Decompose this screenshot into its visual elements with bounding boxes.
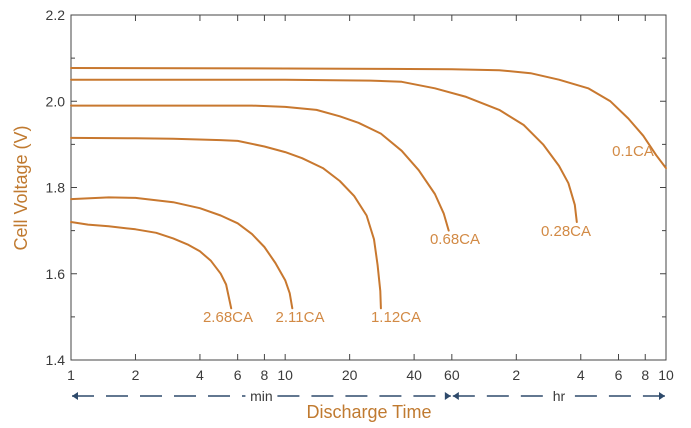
x-tick-label: 4 [196, 367, 204, 383]
x-tick-label: 40 [406, 367, 422, 383]
y-tick-label: 1.8 [46, 180, 66, 196]
arrow-head [444, 392, 451, 400]
series-line-2.11CA [70, 196, 294, 310]
x-tick-label: 2 [512, 367, 520, 383]
x-tick-label: 6 [234, 367, 242, 383]
x-tick-label: 6 [615, 367, 623, 383]
ticks [70, 14, 667, 361]
time-unit-bars: min hr [72, 388, 665, 404]
arrow-head [659, 392, 665, 400]
series-line-0.28CA [70, 78, 578, 223]
series-lines [70, 67, 667, 310]
x-tick-label: 4 [577, 367, 585, 383]
series-line-2.68CA [70, 221, 233, 310]
x-tick-labels: 1 2 4 6 8 10 20 40 60 2 4 6 8 10 [67, 367, 674, 383]
x-tick-label: 10 [277, 367, 293, 383]
y-axis-title: Cell Voltage (V) [11, 125, 31, 250]
unit-label: min [250, 388, 273, 404]
series-labels: 2.68CA 2.11CA 1.12CA 0.68CA 0.28CA 0.1CA [203, 143, 654, 326]
y-tick-label: 1.4 [46, 352, 66, 368]
series-label: 2.11CA [276, 309, 325, 326]
series-line-1.12CA [70, 136, 382, 310]
x-tick-label: 8 [261, 367, 269, 383]
x-tick-label: 60 [444, 367, 460, 383]
y-tick-label: 1.6 [46, 266, 66, 282]
series-line-0.68CA [70, 104, 450, 232]
y-tick-label: 2.0 [46, 93, 66, 109]
series-label: 0.28CA [541, 223, 591, 240]
x-tick-label: 8 [641, 367, 649, 383]
arrow-head [72, 392, 78, 400]
y-tick-labels: 1.4 1.6 1.8 2.0 2.2 [46, 7, 66, 368]
series-label: 2.68CA [203, 309, 253, 326]
x-tick-label: 10 [658, 367, 674, 383]
y-tick-label: 2.2 [46, 7, 66, 23]
arrow-head [452, 392, 459, 400]
series-line-0.1CA [70, 67, 667, 170]
series-label: 1.12CA [371, 309, 421, 326]
x-axis-title: Discharge Time [306, 402, 431, 422]
series-label: 0.68CA [430, 231, 480, 248]
x-tick-label: 2 [132, 367, 140, 383]
series-label: 0.1CA [612, 143, 654, 160]
x-tick-label: 20 [342, 367, 358, 383]
x-tick-label: 1 [67, 367, 75, 383]
unit-label: hr [553, 388, 566, 404]
plot-frame [70, 14, 667, 361]
